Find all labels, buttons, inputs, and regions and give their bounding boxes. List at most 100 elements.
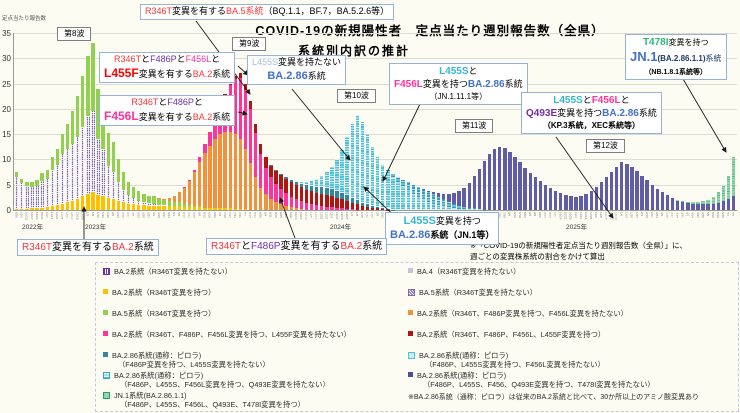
x-axis-tick-label: 8/19 [517, 212, 521, 218]
x-axis-tick-label: 6/9 [731, 212, 735, 217]
wave-9-label: 第9波 [232, 37, 267, 52]
stacked-bar [584, 193, 588, 210]
x-axis-tick-label: 12/18 [339, 212, 343, 220]
bar-segment-y [233, 209, 238, 210]
bar-segment-o [264, 194, 268, 210]
bar-segment-c [426, 202, 431, 210]
legend-item: BA.2.86系統(通称：ピロラ) （F486P、L455S、F456、Q493E… [408, 371, 699, 389]
bar-segment-n [55, 164, 60, 206]
bar-segment-j [686, 201, 690, 203]
legend-item-label-line: （F486P、L455S、F456L変異を持つ、Q493E変異を持たない） [120, 380, 330, 389]
bar-segment-r [355, 204, 360, 210]
bar-segment-t [279, 173, 283, 176]
callout-kp3-xec-text: 系統 [638, 108, 657, 118]
bar-segment-q [594, 186, 599, 210]
bar-segment-o [208, 145, 212, 208]
bar-segment-q [625, 163, 629, 210]
bar-segment-o [238, 139, 243, 209]
stacked-bar [187, 179, 192, 210]
bar-segment-g [106, 133, 110, 167]
callout-f456l-line: R346TとF486Pと [104, 97, 230, 109]
stacked-bar [177, 192, 182, 210]
bar-segment-q [640, 175, 644, 210]
bar-segment-m [264, 168, 268, 195]
bar-segment-t [386, 208, 390, 210]
callout-ba5-r346t-text: 変異を有する [172, 6, 227, 16]
gridline [13, 58, 737, 60]
x-axis-tick-label: 11/7 [45, 212, 48, 218]
x-axis-tick-label: 10/16 [294, 212, 298, 220]
stacked-bar [350, 124, 354, 210]
bar-segment-y [45, 207, 49, 210]
bar-segment-n [152, 203, 156, 206]
bar-segment-g [96, 88, 100, 140]
bar-segment-q [630, 167, 634, 210]
bar-segment-j [701, 201, 705, 205]
y-axis-tick-label: 20 [2, 104, 11, 114]
x-axis-tick-label: 6/2 [726, 212, 730, 217]
bar-segment-o [279, 204, 283, 210]
callout-jn1-11-1-text: （JN.1.11.1等） [429, 92, 488, 101]
stacked-bar [81, 76, 85, 210]
stacked-bar [304, 182, 309, 210]
bar-segment-g [182, 203, 187, 207]
x-axis-tick-label: 1/1 [350, 212, 354, 217]
bar-segment-f [457, 205, 461, 210]
bar-segment-g [15, 172, 19, 178]
bar-segment-y [142, 205, 146, 210]
callout-jn1-text: L455S [403, 215, 436, 227]
x-axis-tick-label: 11/20 [319, 212, 323, 220]
bar-segment-n [126, 194, 131, 204]
bar-segment-g [45, 169, 49, 179]
stacked-bar [660, 192, 665, 210]
bar-segment-y [147, 205, 151, 210]
bar-segment-n [70, 144, 75, 201]
bar-segment-c [325, 172, 329, 189]
gridline [13, 83, 737, 85]
cl-swatch-icon [408, 352, 415, 359]
bar-segment-o [182, 187, 187, 204]
bar-segment-n [86, 116, 90, 194]
stacked-bar [452, 192, 456, 210]
bar-segment-q [437, 193, 441, 197]
bar-segment-y [96, 194, 100, 210]
bar-segment-o [228, 131, 232, 209]
stacked-bar [131, 187, 136, 210]
bar-segment-o [192, 172, 197, 206]
stacked-bar [548, 187, 553, 210]
bar-segment-n [157, 204, 161, 207]
bar-segment-g [126, 182, 131, 195]
stacked-bar [162, 198, 166, 210]
bar-segment-c [391, 177, 395, 210]
stacked-bar [406, 182, 410, 210]
callout-kp3-xec-text: Q493E [526, 108, 558, 119]
bar-segment-o [167, 197, 171, 202]
x-axis-tick-label: 5/15 [182, 212, 186, 218]
y-axis-tick-label: 25 [2, 79, 11, 89]
wave-11-label: 第11波 [455, 119, 494, 134]
bar-segment-g [142, 193, 146, 203]
bar-segment-y [203, 207, 207, 210]
stacked-bar [325, 172, 329, 210]
stacked-bar [208, 131, 212, 210]
bar-segment-r [289, 182, 293, 197]
bar-segment-n [106, 166, 110, 198]
callout-ba286-no-l455s: L455S変異を持たない BA.2.86系統 [247, 55, 347, 85]
bar-segment-y [172, 206, 176, 210]
bar-segment-r [350, 202, 354, 209]
bar-segment-r [335, 197, 339, 208]
bar-segment-o [284, 205, 288, 210]
bar-segment-m [259, 154, 263, 188]
stacked-bar [589, 190, 593, 210]
bar-segment-g [116, 159, 121, 183]
bar-segment-m [284, 193, 288, 206]
callout-t478i-text: （NB.1.8.1系統等） [644, 68, 708, 76]
stacked-bar [675, 199, 680, 210]
bar-segment-q [726, 198, 731, 210]
bar-segment-j [726, 176, 731, 199]
x-axis-tick-label: 1/8 [355, 212, 359, 217]
legend-item-label: BA.2.86系統(通称：ピロラ) （F486P、L455S、F456、Q493E… [417, 371, 655, 389]
bar-segment-y [192, 207, 197, 210]
bar-segment-y [55, 205, 60, 210]
callout-ba2-r346t-text: 変異を有する [52, 242, 113, 253]
